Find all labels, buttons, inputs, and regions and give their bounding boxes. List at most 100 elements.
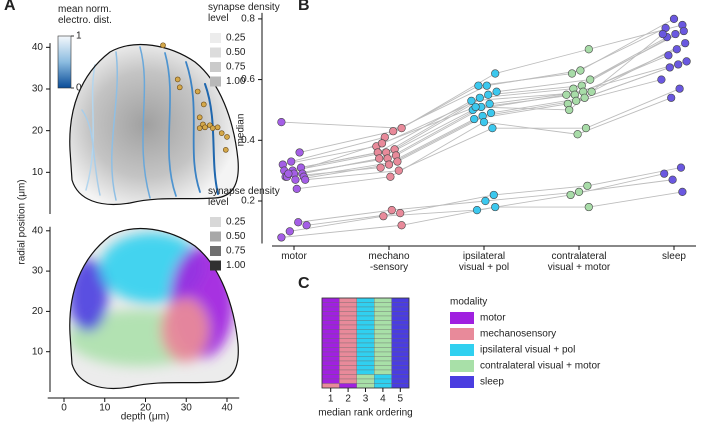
cell: [391, 360, 410, 366]
map-bottom-shape: [69, 227, 239, 390]
cell: [321, 378, 340, 384]
cell: [339, 378, 357, 384]
legend-swatch: [210, 231, 221, 242]
cell: [374, 356, 392, 362]
cell: [339, 383, 357, 389]
point: [565, 105, 574, 115]
cell: [356, 374, 375, 380]
point: [397, 124, 406, 133]
series-line: [303, 64, 679, 178]
cell: [356, 347, 375, 353]
cell: [391, 311, 410, 317]
cell: [321, 333, 340, 339]
point: [160, 42, 166, 49]
point: [277, 117, 286, 127]
point: [679, 26, 688, 36]
cell: [339, 360, 357, 366]
legend-swatch: [210, 62, 221, 72]
cell: [356, 311, 375, 317]
point: [218, 130, 225, 136]
point: [580, 93, 589, 102]
cell: [339, 306, 357, 312]
cell: [374, 383, 392, 389]
point: [681, 39, 690, 48]
panel-label: B: [298, 0, 310, 14]
point: [377, 139, 387, 148]
cell: [321, 365, 340, 371]
legend-title: modality: [450, 297, 487, 308]
point: [664, 51, 673, 60]
point: [584, 45, 593, 54]
point: [676, 163, 686, 172]
cell: [356, 383, 375, 389]
point: [484, 90, 493, 99]
legend-swatch: [450, 344, 474, 356]
legend-swatch: [210, 76, 221, 87]
legend-label: ipsilateral visual + pol: [480, 345, 575, 356]
cell: [391, 306, 410, 312]
point: [467, 96, 476, 105]
legend-swatch: [450, 312, 474, 324]
point: [667, 93, 676, 102]
point: [224, 134, 230, 140]
point: [397, 221, 406, 230]
cell: [356, 320, 375, 326]
y-tick-label: 40: [32, 225, 44, 236]
cell: [391, 333, 410, 339]
x-tick-label: 20: [140, 403, 152, 414]
point: [389, 127, 398, 136]
point: [214, 124, 221, 131]
legend-label: mechanosensory: [480, 329, 556, 340]
cell: [391, 297, 410, 303]
point: [174, 76, 181, 83]
x-tick-label: sleep: [662, 251, 686, 262]
cell: [374, 329, 392, 335]
x-tick-label: 30: [181, 403, 193, 414]
cell: [374, 302, 392, 308]
cell: [321, 306, 340, 312]
point: [277, 233, 286, 242]
legend-swatch: [210, 33, 221, 43]
point: [301, 175, 310, 184]
x-tick-label: motor: [281, 251, 307, 262]
point: [376, 163, 385, 172]
point: [481, 196, 490, 206]
y-tick-label: 0.6: [241, 74, 255, 85]
cell: [339, 315, 357, 321]
cell: [321, 302, 340, 308]
legend-label: 0.75: [226, 62, 246, 73]
y-axis-label: median: [236, 114, 247, 147]
point: [196, 125, 203, 131]
legend-swatch: [450, 328, 474, 340]
cell: [374, 351, 392, 357]
cell: [391, 369, 410, 375]
point: [200, 101, 207, 108]
legend-swatch: [450, 376, 474, 388]
point: [491, 202, 500, 212]
x-tick-label: contralateral visual + motor: [547, 251, 611, 273]
legend-label: motor: [480, 313, 506, 324]
cell: [356, 365, 375, 371]
point: [674, 60, 683, 69]
x-tick-label: 3: [363, 394, 369, 405]
cell: [374, 306, 392, 312]
cell: [356, 333, 375, 339]
point: [584, 202, 593, 212]
cell: [391, 342, 410, 348]
point: [474, 81, 483, 90]
cell: [391, 365, 410, 371]
cell: [321, 356, 340, 362]
cell: [356, 378, 375, 384]
point: [489, 190, 498, 200]
cell: [339, 338, 357, 344]
point: [672, 45, 681, 54]
legend-title: synapse density level: [208, 2, 280, 24]
cell: [321, 329, 340, 335]
point: [566, 190, 575, 200]
cell: [391, 347, 410, 353]
cell: [356, 306, 375, 312]
point: [176, 84, 183, 91]
x-tick-label: 1: [328, 394, 334, 405]
y-tick-label: 30: [32, 266, 44, 277]
